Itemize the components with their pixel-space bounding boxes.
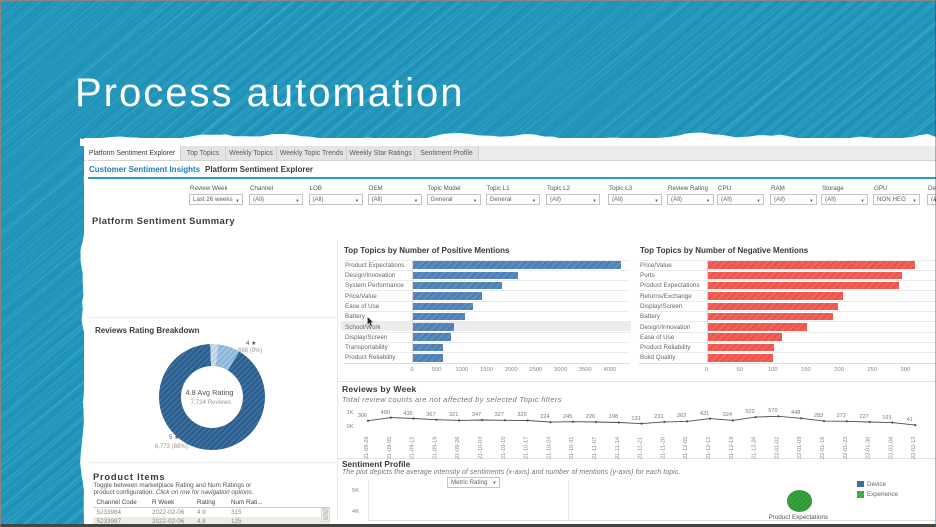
- svg-text:21-11-21: 21-11-21: [638, 437, 644, 459]
- svg-text:21-11-14: 21-11-14: [615, 437, 621, 459]
- svg-text:21-09-26: 21-09-26: [455, 437, 461, 459]
- svg-text:21-12-12: 21-12-12: [706, 437, 712, 459]
- svg-text:21-10-17: 21-10-17: [524, 437, 530, 459]
- svg-text:22-01-16: 22-01-16: [820, 437, 826, 459]
- svg-text:21-09-05: 21-09-05: [387, 437, 393, 459]
- svg-text:22-02-13: 22-02-13: [911, 437, 917, 459]
- svg-text:21-10-03: 21-10-03: [478, 437, 484, 459]
- svg-text:21-08-29: 21-08-29: [364, 437, 370, 459]
- svg-text:22-02-06: 22-02-06: [888, 437, 894, 459]
- svg-text:22-01-30: 22-01-30: [866, 437, 872, 459]
- svg-text:21-10-10: 21-10-10: [501, 437, 507, 459]
- svg-text:21-12-26: 21-12-26: [752, 437, 758, 459]
- svg-text:22-01-23: 22-01-23: [843, 437, 849, 459]
- svg-text:21-12-05: 21-12-05: [683, 437, 689, 459]
- svg-text:22-01-09: 22-01-09: [797, 437, 803, 459]
- svg-text:21-09-12: 21-09-12: [410, 437, 416, 459]
- svg-text:21-10-24: 21-10-24: [546, 437, 552, 459]
- svg-text:21-09-19: 21-09-19: [432, 437, 438, 459]
- svg-text:22-01-02: 22-01-02: [774, 437, 780, 459]
- svg-text:21-12-19: 21-12-19: [729, 437, 735, 459]
- svg-text:21-10-31: 21-10-31: [569, 437, 575, 459]
- svg-text:21-11-07: 21-11-07: [592, 437, 598, 459]
- svg-text:21-11-28: 21-11-28: [660, 437, 666, 459]
